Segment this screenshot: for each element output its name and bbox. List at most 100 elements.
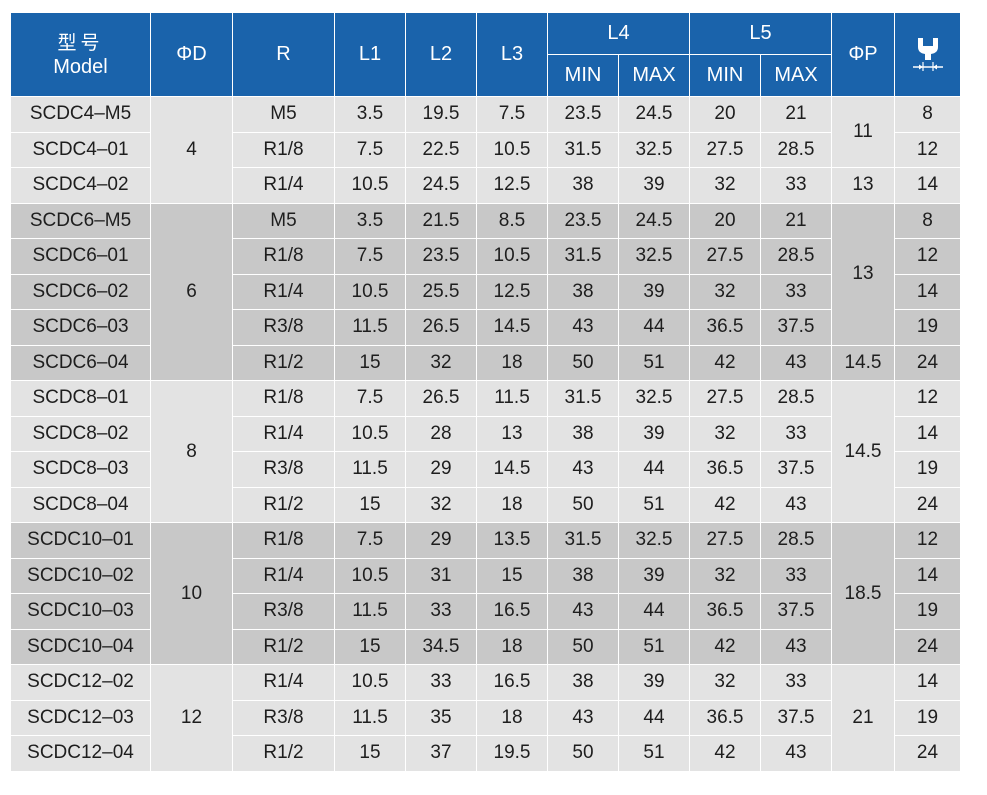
cell-wrench-size: 19 xyxy=(894,451,961,488)
cell-wrench-size: 19 xyxy=(894,309,961,346)
cell-l5-max: 21 xyxy=(760,202,832,239)
cell-r: R1/4 xyxy=(232,557,335,594)
table-row: SCDC10–01 10 R1/8 7.5 29 13.5 31.5 32.5 27.5 28.5… xyxy=(10,522,961,665)
cell-l5-max: 33 xyxy=(760,167,832,204)
cell-model: SCDC4–02 xyxy=(10,167,151,204)
cell-model: SCDC10–03 xyxy=(10,593,151,630)
table-header: 型号 Model ΦD R L1 L2 L3 L4 L5 ΦP xyxy=(10,12,961,97)
cell-l3: 12.5 xyxy=(476,273,548,310)
cell-l5-max: 28.5 xyxy=(760,238,832,275)
cell-l4-max: 44 xyxy=(618,451,690,488)
cell-wrench-size: 12 xyxy=(894,131,961,168)
cell-l1: 7.5 xyxy=(334,522,406,559)
cell-l5-min: 32 xyxy=(689,664,761,701)
cell-l4-min: 31.5 xyxy=(547,238,619,275)
cell-wrench-size: 19 xyxy=(894,699,961,736)
cell-wrench-size: 8 xyxy=(894,202,961,239)
cell-l5-max: 28.5 xyxy=(760,522,832,559)
cell-l1: 3.5 xyxy=(334,202,406,239)
header-l5-min: MIN xyxy=(689,54,761,97)
cell-l5-max: 28.5 xyxy=(760,131,832,168)
cell-l5-max: 37.5 xyxy=(760,699,832,736)
cell-l5-min: 20 xyxy=(689,202,761,239)
cell-l2: 25.5 xyxy=(405,273,477,310)
cell-l5-max: 33 xyxy=(760,415,832,452)
cell-l1: 10.5 xyxy=(334,664,406,701)
header-l4-min: MIN xyxy=(547,54,619,97)
cell-r: R1/8 xyxy=(232,522,335,559)
cell-l4-max: 32.5 xyxy=(618,522,690,559)
cell-l4-max: 51 xyxy=(618,735,690,772)
cell-l5-max: 43 xyxy=(760,486,832,523)
cell-l3: 16.5 xyxy=(476,593,548,630)
cell-l4-min: 31.5 xyxy=(547,131,619,168)
cell-r: R1/4 xyxy=(232,664,335,701)
header-phi-d: ΦD xyxy=(150,12,233,97)
cell-phi-d: 6 xyxy=(150,202,233,381)
cell-model: SCDC8–02 xyxy=(10,415,151,452)
cell-l5-min: 27.5 xyxy=(689,131,761,168)
cell-l3: 8.5 xyxy=(476,202,548,239)
cell-model: SCDC12–03 xyxy=(10,699,151,736)
header-model-cn: 型号 xyxy=(57,31,104,54)
cell-l1: 10.5 xyxy=(334,273,406,310)
cell-l5-min: 42 xyxy=(689,628,761,665)
cell-l5-max: 33 xyxy=(760,273,832,310)
cell-l2: 34.5 xyxy=(405,628,477,665)
cell-l5-min: 32 xyxy=(689,415,761,452)
cell-l3: 10.5 xyxy=(476,238,548,275)
cell-l5-min: 42 xyxy=(689,344,761,381)
cell-l1: 15 xyxy=(334,344,406,381)
cell-l5-min: 42 xyxy=(689,486,761,523)
cell-l2: 26.5 xyxy=(405,309,477,346)
cell-l1: 10.5 xyxy=(334,557,406,594)
cell-model: SCDC6–01 xyxy=(10,238,151,275)
cell-l3: 13.5 xyxy=(476,522,548,559)
cell-l3: 7.5 xyxy=(476,96,548,133)
cell-l4-min: 43 xyxy=(547,699,619,736)
cell-l4-min: 23.5 xyxy=(547,96,619,133)
cell-l1: 15 xyxy=(334,486,406,523)
cell-r: R1/2 xyxy=(232,628,335,665)
cell-l4-min: 43 xyxy=(547,309,619,346)
cell-wrench-size: 12 xyxy=(894,380,961,417)
cell-l1: 7.5 xyxy=(334,380,406,417)
header-phi-p: ΦP xyxy=(831,12,895,97)
header-r: R xyxy=(232,12,335,97)
cell-r: R3/8 xyxy=(232,451,335,488)
cell-l4-max: 39 xyxy=(618,557,690,594)
cell-wrench-size: 24 xyxy=(894,344,961,381)
cell-l4-min: 50 xyxy=(547,486,619,523)
cell-model: SCDC6–04 xyxy=(10,344,151,381)
cell-r: R3/8 xyxy=(232,593,335,630)
cell-l4-min: 43 xyxy=(547,451,619,488)
table-row: SCDC6–02 R1/4 10.5 25.5 12.5 38 39 32 33 14 xyxy=(10,273,961,310)
cell-l4-min: 50 xyxy=(547,735,619,772)
cell-phi-d: 10 xyxy=(150,522,233,665)
cell-wrench-size: 12 xyxy=(894,522,961,559)
header-l4: L4 xyxy=(547,12,690,55)
cell-l1: 10.5 xyxy=(334,167,406,204)
table-row: SCDC6–01 R1/8 7.5 23.5 10.5 31.5 32.5 27.5 28.5 1… xyxy=(10,238,961,275)
cell-l5-max: 43 xyxy=(760,628,832,665)
cell-l5-max: 37.5 xyxy=(760,593,832,630)
cell-l2: 28 xyxy=(405,415,477,452)
cell-l3: 15 xyxy=(476,557,548,594)
table-row: SCDC12–02 12 R1/4 10.5 33 16.5 38 39 32 33 21 14 xyxy=(10,664,961,772)
cell-l2: 33 xyxy=(405,593,477,630)
cell-l4-max: 51 xyxy=(618,344,690,381)
table-row: SCDC10–03 R3/8 11.5 33 16.5 43 44 36.5 37.5 19 xyxy=(10,593,961,630)
cell-l3: 10.5 xyxy=(476,131,548,168)
cell-l2: 37 xyxy=(405,735,477,772)
cell-l2: 32 xyxy=(405,344,477,381)
cell-l5-max: 37.5 xyxy=(760,451,832,488)
cell-wrench-size: 8 xyxy=(894,96,961,133)
cell-r: R3/8 xyxy=(232,699,335,736)
cell-l4-min: 50 xyxy=(547,344,619,381)
table-row: SCDC8–03 R3/8 11.5 29 14.5 43 44 36.5 37.5 19 xyxy=(10,451,961,488)
table-row: SCDC4–01 R1/8 7.5 22.5 10.5 31.5 32.5 27.5 28.5 1… xyxy=(10,131,961,168)
cell-l3: 12.5 xyxy=(476,167,548,204)
cell-l4-max: 51 xyxy=(618,486,690,523)
header-l3: L3 xyxy=(476,12,548,97)
header-l4-max: MAX xyxy=(618,54,690,97)
